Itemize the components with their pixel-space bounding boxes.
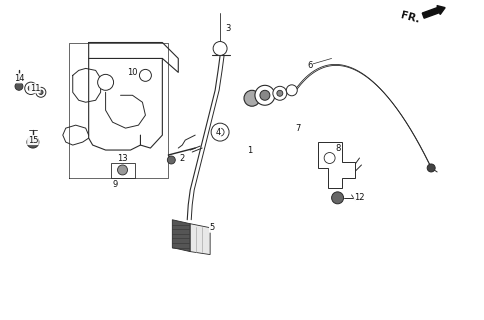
Circle shape [272, 86, 286, 100]
Circle shape [97, 74, 113, 90]
Text: 9: 9 [113, 180, 118, 189]
Circle shape [259, 90, 269, 100]
Text: 10: 10 [127, 68, 137, 77]
Circle shape [216, 128, 224, 136]
Text: 11: 11 [30, 84, 40, 93]
Text: 7: 7 [294, 124, 300, 132]
Circle shape [15, 82, 23, 90]
Circle shape [39, 90, 43, 94]
Circle shape [331, 192, 343, 204]
Circle shape [323, 153, 334, 164]
Circle shape [276, 90, 282, 96]
Text: 4: 4 [215, 128, 220, 137]
Circle shape [167, 156, 175, 164]
Text: 15: 15 [28, 136, 38, 145]
Text: 12: 12 [353, 193, 364, 202]
Polygon shape [190, 224, 210, 255]
Circle shape [139, 69, 151, 81]
Polygon shape [172, 220, 190, 252]
Text: 13: 13 [117, 154, 128, 163]
Circle shape [211, 123, 228, 141]
Text: 3: 3 [225, 24, 230, 33]
Circle shape [36, 87, 46, 97]
Text: 5: 5 [209, 223, 214, 232]
FancyBboxPatch shape [110, 163, 135, 178]
FancyArrow shape [422, 6, 444, 18]
Text: 8: 8 [334, 144, 340, 153]
Circle shape [255, 85, 274, 105]
Text: FR.: FR. [399, 10, 420, 25]
Circle shape [426, 164, 434, 172]
Circle shape [243, 90, 259, 106]
Circle shape [25, 82, 37, 94]
Circle shape [27, 136, 39, 148]
Text: 1: 1 [247, 146, 252, 155]
Circle shape [117, 165, 127, 175]
Polygon shape [317, 142, 354, 188]
Circle shape [212, 42, 227, 55]
Circle shape [286, 85, 297, 96]
Circle shape [28, 85, 34, 91]
Text: 2: 2 [179, 154, 184, 163]
Text: 14: 14 [14, 74, 24, 83]
Text: 6: 6 [306, 61, 312, 70]
